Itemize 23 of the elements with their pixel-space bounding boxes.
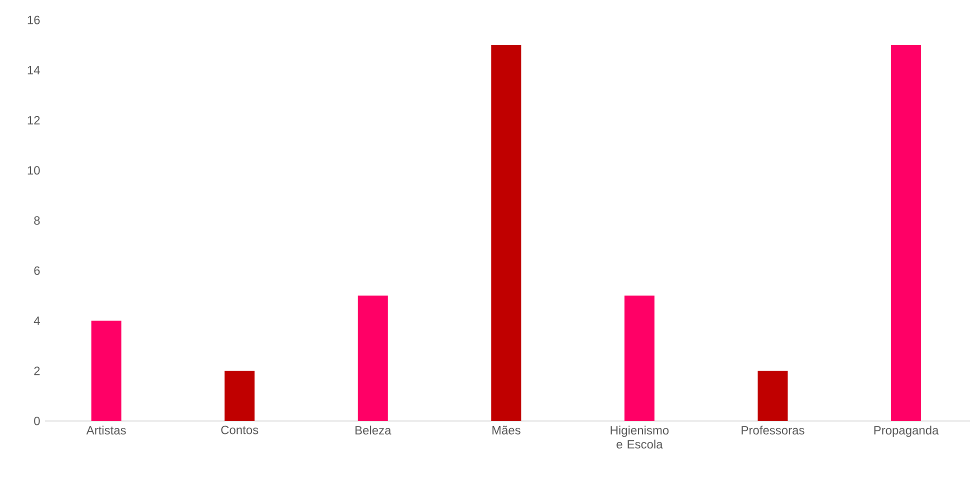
x-tick-label: Higienismo e Escola xyxy=(610,426,669,449)
x-tick-label: Professoras xyxy=(742,426,804,435)
bar xyxy=(91,320,122,421)
bar xyxy=(758,370,788,421)
y-tick-label: 16 xyxy=(28,16,40,24)
y-tick-label: 6 xyxy=(34,266,40,275)
bar xyxy=(358,296,388,421)
bar xyxy=(891,45,922,421)
bar xyxy=(624,296,654,421)
y-tick-label: 2 xyxy=(34,366,40,376)
y-tick-label: 10 xyxy=(28,166,40,175)
y-tick-label: 0 xyxy=(34,416,40,426)
x-tick-label: Artistas xyxy=(86,426,126,435)
y-tick-label: 4 xyxy=(34,316,40,325)
y-tick-label: 8 xyxy=(34,216,40,225)
x-tick-label: Contos xyxy=(221,426,258,434)
x-tick-label: Propaganda xyxy=(874,426,939,437)
x-tick-label: Beleza xyxy=(356,426,392,435)
bar xyxy=(491,45,522,421)
y-tick-label: 12 xyxy=(28,116,40,124)
x-tick-label: Mães xyxy=(492,426,520,434)
y-tick-label: 14 xyxy=(28,66,40,74)
bar xyxy=(224,370,255,421)
